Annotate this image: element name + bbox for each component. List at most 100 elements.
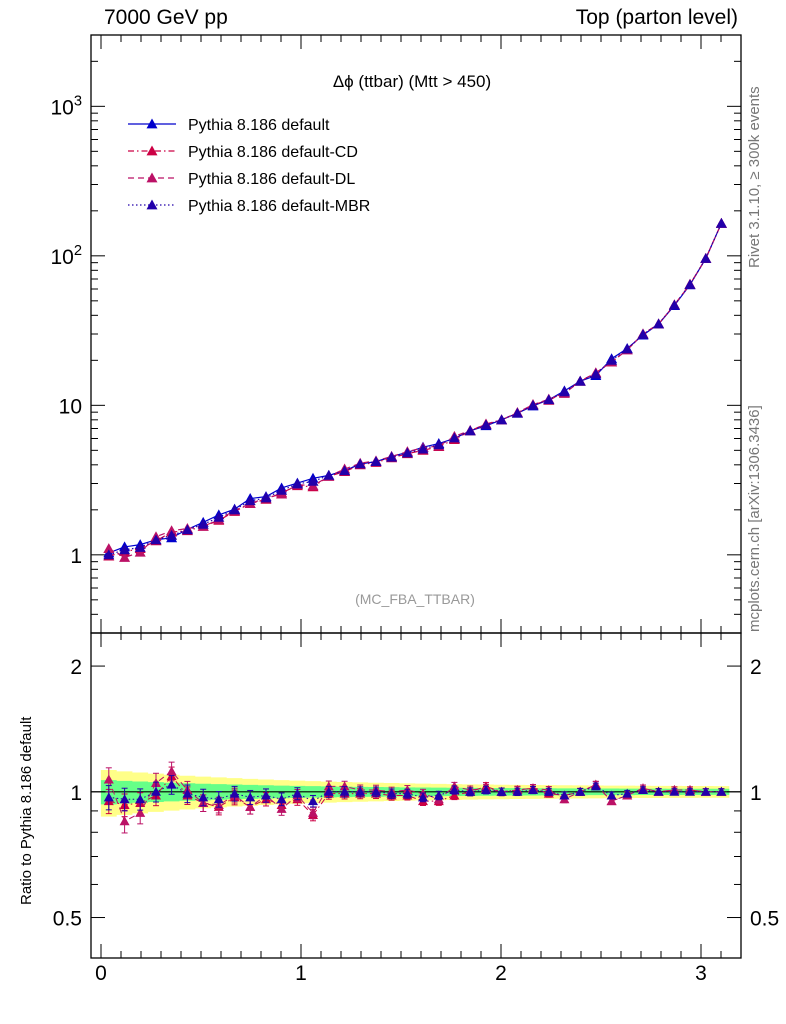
- data-point-3: [307, 475, 319, 486]
- ratio-line-1: [108, 770, 722, 822]
- data-point-3: [134, 541, 146, 552]
- ratio-point-1: [339, 781, 350, 791]
- data-point-3: [150, 534, 162, 545]
- data-point-3: [653, 318, 665, 329]
- data-point-3: [448, 432, 460, 443]
- data-point-3: [197, 518, 209, 529]
- data-point-3: [354, 458, 366, 469]
- data-point-3: [119, 544, 131, 555]
- legend-label-0: Pythia 8.186 default: [188, 117, 330, 134]
- data-point-3: [496, 414, 508, 425]
- series-line-0: [108, 223, 722, 554]
- x-tick-label: 2: [495, 962, 507, 985]
- ratio-point-2: [528, 784, 538, 794]
- ratio-point-2: [135, 794, 146, 804]
- data-point-3: [323, 469, 335, 480]
- data-point-3: [370, 456, 382, 467]
- data-point-3: [621, 343, 633, 354]
- ratio-point-2: [716, 786, 727, 796]
- ratio-point-2: [166, 779, 177, 789]
- ratio-point-2: [433, 790, 444, 800]
- data-point-3: [229, 504, 241, 515]
- y-tick-label: 102: [50, 243, 82, 269]
- chart-title: Δϕ (ttbar) (Mtt > 450): [333, 72, 491, 91]
- data-point-3: [511, 407, 523, 418]
- header-energy-label: 7000 GeV pp: [104, 6, 228, 29]
- ratio-point-2: [323, 786, 334, 796]
- y-tick-label: 10: [59, 395, 82, 418]
- data-point-3: [401, 447, 413, 458]
- legend-marker-0: [146, 118, 158, 129]
- ratio-point-2: [512, 786, 523, 796]
- ratio-point-1: [276, 803, 287, 813]
- data-point-3: [433, 439, 445, 450]
- ratio-point-1: [308, 807, 318, 817]
- data-point-3: [543, 394, 555, 405]
- data-point-3: [637, 328, 649, 339]
- x-tick-label: 1: [295, 962, 307, 985]
- ratio-point-2: [229, 788, 240, 798]
- ratio-point-2: [182, 788, 193, 798]
- ratio-point-1: [135, 807, 146, 817]
- analysis-watermark: (MC_FBA_TTBAR): [355, 591, 475, 607]
- data-point-3: [527, 399, 539, 410]
- x-tick-label: 0: [95, 962, 107, 985]
- ratio-point-1: [245, 801, 256, 811]
- ratio-line-2: [108, 784, 722, 802]
- data-point-3: [291, 478, 303, 489]
- ratio-point-2: [198, 792, 209, 802]
- data-point-2: [103, 543, 115, 554]
- ratio-point-2: [543, 786, 554, 796]
- ratio-point-2: [685, 786, 695, 796]
- header-process-label: Top (parton level): [575, 6, 738, 29]
- data-point-3: [606, 354, 618, 365]
- ratio-point-2: [590, 781, 601, 791]
- data-point-3: [590, 368, 602, 379]
- legend-label-3: Pythia 8.186 default-MBR: [188, 198, 370, 215]
- ratio-point-2: [386, 788, 397, 798]
- ratio-point-2: [606, 790, 617, 800]
- ratio-point-2: [371, 786, 381, 796]
- data-point-3: [339, 465, 351, 476]
- ratio-point-2: [213, 794, 224, 804]
- data-point-3: [260, 492, 272, 503]
- x-tick-label: 3: [695, 962, 707, 985]
- ratio-point-2: [638, 784, 648, 794]
- ratio-point-1: [606, 796, 617, 806]
- ratio-point-2: [245, 792, 256, 802]
- data-point-3: [574, 375, 586, 386]
- ratio-point-2: [449, 784, 460, 794]
- data-point-3: [668, 299, 680, 310]
- ratio-panel-frame: [90, 632, 742, 959]
- ratio-point-2: [481, 784, 491, 794]
- ratio-point-2: [355, 786, 366, 796]
- data-point-2: [119, 551, 131, 562]
- ratio-point-2: [276, 794, 287, 804]
- data-point-3: [244, 495, 256, 506]
- data-point-3: [213, 511, 225, 522]
- ratio-y-tick-label: 2: [70, 656, 82, 679]
- data-point-3: [715, 217, 727, 228]
- data-point-3: [103, 549, 115, 560]
- ratio-y-tick-label: 0.5: [53, 908, 82, 931]
- ratio-point-2: [308, 796, 318, 806]
- ratio-point-2: [465, 786, 476, 796]
- ratio-point-2: [402, 788, 413, 798]
- data-point-3: [558, 386, 570, 397]
- data-point-3: [480, 419, 492, 430]
- ratio-point-2: [119, 794, 130, 804]
- ratio-point-2: [559, 790, 570, 800]
- legend-marker-1: [146, 145, 158, 156]
- ratio-y-tick-label: 1: [70, 782, 82, 805]
- series-line-3: [108, 223, 722, 556]
- data-point-3: [166, 529, 178, 540]
- ratio-point-2: [575, 786, 586, 796]
- ratio-point-2: [496, 786, 507, 796]
- ratio-point-2: [292, 788, 303, 798]
- legend-label-2: Pythia 8.186 default-DL: [188, 171, 355, 188]
- legend-marker-3: [146, 199, 158, 210]
- ratio-point-2: [151, 786, 161, 796]
- ratio-point-2: [622, 788, 633, 798]
- ratio-y-tick-label-right: 0.5: [750, 908, 779, 931]
